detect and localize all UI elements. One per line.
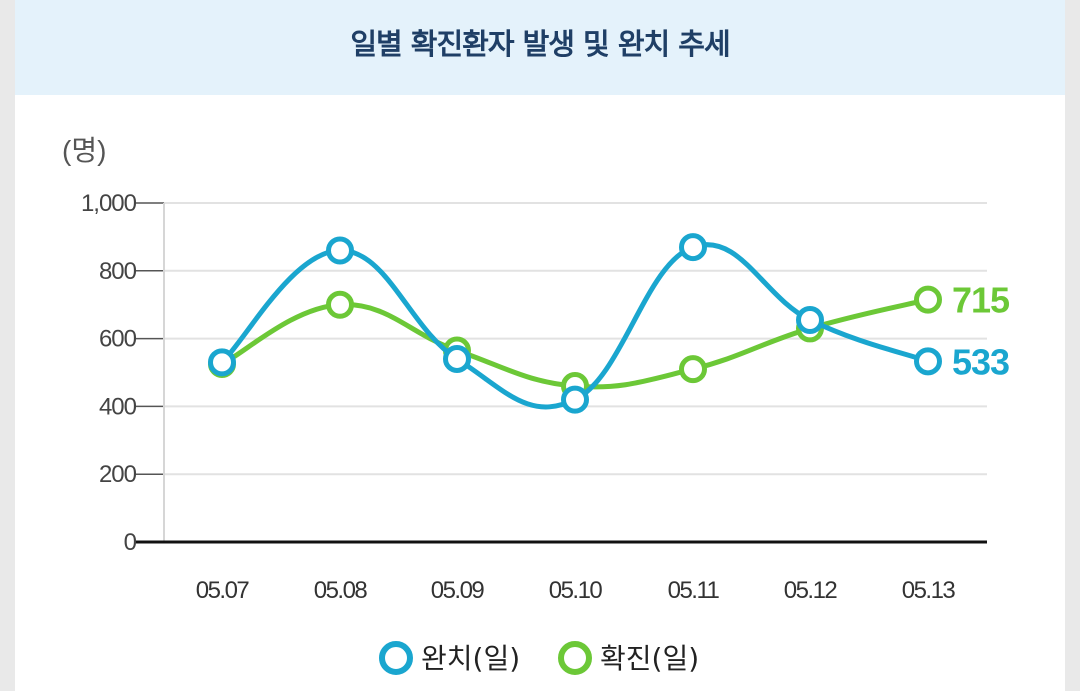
y-tick-label: 800 (99, 258, 137, 285)
x-tick-label: 05.11 (668, 577, 720, 604)
legend-cured-marker-icon (379, 641, 413, 675)
axis-layer: 0 200 400 600 800 1,000 05.07 05.08 05.09 05.10 05… (81, 190, 987, 604)
legend-confirmed-label: 확진(일) (600, 642, 699, 675)
y-tick-label: 1,000 (81, 190, 137, 217)
grid-layer (164, 202, 987, 476)
series-cured-point (208, 348, 236, 377)
series-cured-end-label: 533 (952, 341, 1009, 382)
y-tick-label: 600 (99, 326, 137, 353)
x-tick-label: 05.12 (784, 577, 838, 604)
series-cured-point (443, 344, 471, 373)
series-confirmed-point (326, 290, 354, 319)
legend: 완치(일) 확진(일) (379, 641, 699, 675)
series-confirmed-point (914, 285, 942, 314)
series-cured-point (679, 233, 707, 262)
legend-confirmed-marker-icon (558, 641, 592, 675)
y-tick-label: 0 (124, 529, 137, 556)
title-bar: 일별 확진환자 발생 및 완치 추세 (15, 0, 1065, 95)
series-cured-point (796, 305, 824, 334)
y-tick-label: 200 (99, 461, 137, 488)
series-confirmed-point (679, 355, 707, 384)
y-axis-unit-label: (명) (62, 135, 106, 166)
chart-card: 일별 확진환자 발생 및 완치 추세 (15, 0, 1065, 691)
legend-item-confirmed: 확진(일) (558, 641, 699, 675)
x-tick-label: 05.09 (431, 577, 485, 604)
series-cured: 533 (208, 233, 1010, 414)
series-confirmed-end-label: 715 (952, 280, 1010, 321)
legend-item-cured: 완치(일) (379, 641, 520, 675)
x-tick-label: 05.10 (549, 577, 603, 604)
series-cured-point (561, 385, 589, 414)
chart-title: 일별 확진환자 발생 및 완치 추세 (350, 26, 730, 61)
legend-cured-label: 완치(일) (421, 642, 520, 675)
x-tick-label: 05.08 (314, 577, 368, 604)
series-cured-point (914, 347, 942, 376)
x-tick-label: 05.13 (902, 577, 956, 604)
x-tick-label: 05.07 (196, 577, 250, 604)
y-tick-label: 400 (99, 393, 137, 420)
series-cured-point (326, 236, 354, 265)
